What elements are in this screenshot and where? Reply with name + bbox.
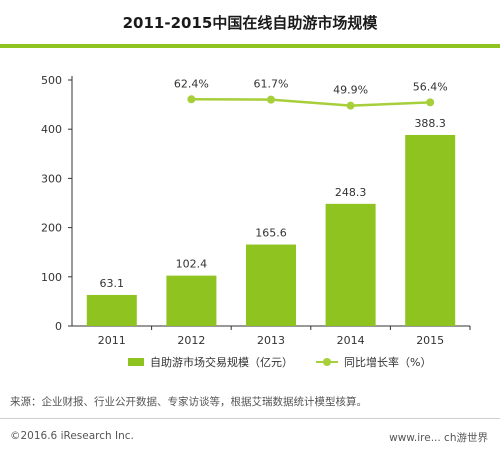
bar-2011 bbox=[86, 294, 137, 326]
bar-value-label: 102.4 bbox=[176, 258, 208, 271]
y-tick-label: 300 bbox=[41, 172, 62, 185]
x-tick-label: 2012 bbox=[177, 334, 205, 347]
website-text: www.ire... ch游世界 bbox=[389, 432, 488, 444]
growth-rate-point bbox=[187, 95, 196, 104]
growth-rate-point bbox=[267, 95, 275, 104]
title-divider bbox=[0, 44, 500, 48]
legend-bar-swatch bbox=[128, 358, 144, 366]
bar-value-label: 63.1 bbox=[100, 277, 125, 290]
x-tick-label: 2014 bbox=[337, 334, 365, 347]
bar-2013 bbox=[246, 244, 296, 326]
copyright-text: ©2016.6 iResearch Inc. bbox=[10, 430, 134, 442]
legend: 自助游市场交易规模（亿元） 同比增长率（%） bbox=[0, 354, 500, 370]
y-tick-label: 200 bbox=[41, 222, 62, 235]
legend-label-line: 同比增长率（%） bbox=[344, 356, 432, 369]
legend-label-bar: 自助游市场交易规模（亿元） bbox=[150, 356, 293, 369]
legend-item-bar: 自助游市场交易规模（亿元） bbox=[128, 354, 293, 370]
y-tick-label: 500 bbox=[41, 74, 62, 87]
y-tick-label: 100 bbox=[41, 271, 62, 284]
x-tick-label: 2011 bbox=[98, 334, 126, 347]
bar-value-label: 165.6 bbox=[255, 227, 287, 240]
y-tick-label: 0 bbox=[55, 320, 62, 333]
chart-canvas: 0 100 200 300 400 500 2011 63.1 2012 102.4 2013 165… bbox=[41, 74, 471, 347]
bar-2012 bbox=[166, 275, 217, 326]
growth-rate-point bbox=[426, 98, 435, 107]
chart-title: 2011-2015中国在线自助游市场规模 bbox=[122, 14, 378, 32]
growth-rate-line bbox=[191, 98, 431, 107]
growth-rate-label: 49.9% bbox=[333, 84, 368, 97]
footer-divider bbox=[0, 418, 500, 419]
growth-rate-label: 61.7% bbox=[254, 78, 289, 91]
growth-rate-label: 62.4% bbox=[174, 77, 209, 90]
bar-2015 bbox=[405, 134, 456, 326]
legend-item-line: 同比增长率（%） bbox=[316, 354, 431, 370]
bar-value-label: 388.3 bbox=[414, 117, 446, 130]
source-note: 来源：企业财报、行业公开数据、专家访谈等，根据艾瑞数据统计模型核算。 bbox=[10, 396, 367, 408]
bar-2014 bbox=[325, 203, 376, 326]
x-tick-label: 2013 bbox=[257, 334, 285, 347]
bar-value-label: 248.3 bbox=[335, 186, 367, 199]
growth-rate-point bbox=[346, 101, 355, 110]
growth-rate-label: 56.4% bbox=[413, 80, 448, 93]
x-tick-label: 2015 bbox=[416, 334, 444, 347]
legend-line-swatch bbox=[316, 357, 338, 367]
y-tick-label: 400 bbox=[41, 123, 62, 136]
